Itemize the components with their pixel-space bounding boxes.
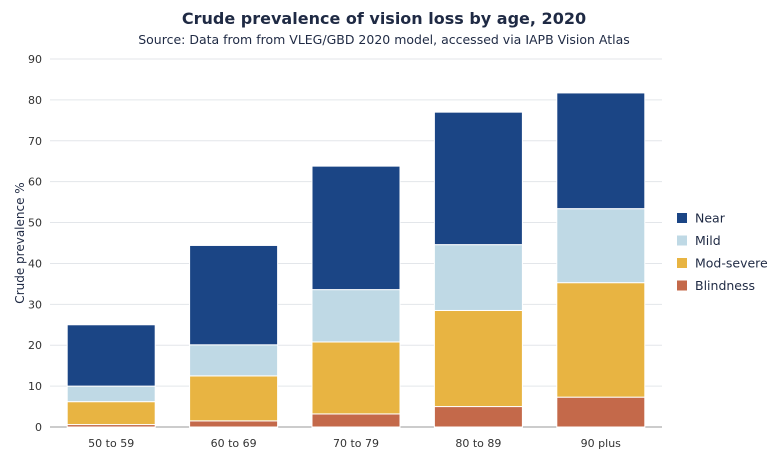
bar-segment-mod-severe xyxy=(556,282,646,398)
bar-segment-near xyxy=(66,324,156,387)
legend-label: Near xyxy=(695,211,726,226)
bar-segment-mild xyxy=(433,244,523,311)
y-tick-label: 0 xyxy=(35,421,42,434)
bar-segment-mild xyxy=(556,208,646,284)
bar-segment-near xyxy=(556,92,646,210)
y-axis-ticks: 0 10 20 30 40 50 60 70 80 90 xyxy=(28,53,42,434)
y-tick-label: 10 xyxy=(28,380,42,393)
y-tick-label: 30 xyxy=(28,298,42,311)
bar-segment-mod-severe xyxy=(66,401,156,426)
bar-segment-near xyxy=(433,111,523,246)
bar-segment-blindness xyxy=(433,406,523,428)
y-axis-label: Crude prevalence % xyxy=(13,182,27,303)
y-tick-label: 70 xyxy=(28,135,42,148)
legend-swatch xyxy=(677,258,687,268)
x-axis-ticks: 50 to 59 60 to 69 70 to 79 80 to 89 90 plus xyxy=(88,437,621,450)
bar-segment-mod-severe xyxy=(311,341,401,415)
y-tick-label: 20 xyxy=(28,339,42,352)
y-tick-label: 40 xyxy=(28,257,42,270)
legend-label: Mod-severe xyxy=(695,256,768,271)
chart-title: Crude prevalence of vision loss by age, … xyxy=(182,9,586,28)
bar-segment-blindness xyxy=(556,396,646,428)
bar-segment-mild xyxy=(311,289,401,343)
bar-segment-mild xyxy=(66,385,156,403)
bar-segment-blindness xyxy=(189,420,279,428)
y-tick-label: 90 xyxy=(28,53,42,66)
bar-segment-near xyxy=(311,165,401,291)
legend-swatch xyxy=(677,235,687,246)
bar-segment-mild xyxy=(189,344,279,377)
chart-subtitle: Source: Data from from VLEG/GBD 2020 mod… xyxy=(138,32,630,47)
y-tick-label: 60 xyxy=(28,176,42,189)
legend: Near Mild Mod-severe Blindness xyxy=(677,211,768,293)
x-tick-label: 90 plus xyxy=(581,437,622,450)
y-tick-label: 50 xyxy=(28,217,42,230)
x-tick-label: 80 to 89 xyxy=(455,437,501,450)
x-tick-label: 60 to 69 xyxy=(211,437,257,450)
bar-segment-near xyxy=(189,244,279,346)
legend-swatch xyxy=(677,213,687,223)
bar-segment-blindness xyxy=(311,413,401,428)
x-tick-label: 70 to 79 xyxy=(333,437,379,450)
legend-label: Mild xyxy=(695,233,721,248)
bar-segment-mod-severe xyxy=(433,309,523,408)
bar-segment-mod-severe xyxy=(189,375,279,422)
y-tick-label: 80 xyxy=(28,94,42,107)
legend-swatch xyxy=(677,280,687,291)
legend-label: Blindness xyxy=(695,278,755,293)
bars xyxy=(66,92,646,428)
x-tick-label: 50 to 59 xyxy=(88,437,134,450)
